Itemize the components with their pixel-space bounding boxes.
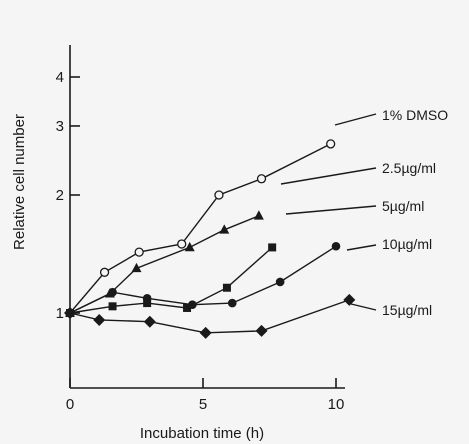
series-line	[69, 299, 350, 334]
data-point	[177, 239, 187, 249]
plot-area	[69, 45, 345, 389]
x-axis-ticks: 0 5 10	[66, 378, 345, 413]
x-tick-label: 5	[199, 396, 207, 413]
data-point	[222, 283, 231, 292]
series-label: 5µg/ml	[382, 198, 424, 214]
series-label: 15µg/ml	[382, 302, 432, 318]
data-point	[256, 174, 267, 184]
data-point	[343, 293, 356, 306]
data-point	[326, 139, 336, 149]
series-label: 10µg/ml	[382, 236, 432, 252]
y-tick-label: 1	[56, 305, 64, 322]
data-point	[227, 298, 237, 308]
data-point	[253, 210, 264, 220]
series-line	[69, 246, 273, 314]
data-point	[199, 326, 212, 339]
data-point	[108, 302, 117, 311]
series-label: 1% DMSO	[382, 107, 448, 123]
series-4: 15µg/ml	[64, 293, 432, 339]
x-tick-label: 0	[66, 396, 74, 413]
series-leader-line	[280, 167, 377, 185]
y-tick-label: 4	[56, 69, 64, 86]
data-point	[143, 299, 152, 308]
y-tick-label: 2	[56, 187, 64, 204]
data-point	[331, 241, 341, 251]
series-leader-line	[334, 113, 377, 126]
data-point	[93, 313, 106, 326]
data-point	[142, 294, 152, 303]
series-leader-line	[285, 205, 377, 215]
series-leader-line	[346, 244, 377, 251]
series-label: 2.5µg/ml	[382, 160, 436, 176]
data-point	[143, 315, 156, 328]
y-axis-ticks: 1 2 3 4	[56, 69, 80, 322]
data-point	[99, 267, 110, 277]
data-point	[219, 224, 230, 234]
data-point	[188, 300, 197, 309]
data-point	[255, 324, 268, 337]
y-tick-label: 3	[56, 118, 64, 135]
series-leader-line	[346, 302, 377, 311]
data-point	[131, 262, 142, 273]
x-tick-label: 10	[328, 396, 345, 413]
y-axis-title: Relative cell number	[11, 114, 28, 250]
series-2: 5µg/ml	[66, 198, 424, 317]
data-point	[268, 243, 277, 252]
data-point	[183, 303, 192, 312]
data-point	[134, 247, 144, 257]
data-point	[64, 307, 76, 319]
series-layer: 1% DMSO 2.5µg/ml 5µg/ml 10µg/ml 15µg/ml	[64, 107, 448, 339]
data-point	[214, 190, 224, 200]
x-axis-title: Incubation time (h)	[140, 425, 264, 442]
data-point	[275, 277, 285, 287]
series-line	[69, 143, 332, 314]
data-point	[108, 287, 117, 297]
data-point	[184, 241, 195, 252]
